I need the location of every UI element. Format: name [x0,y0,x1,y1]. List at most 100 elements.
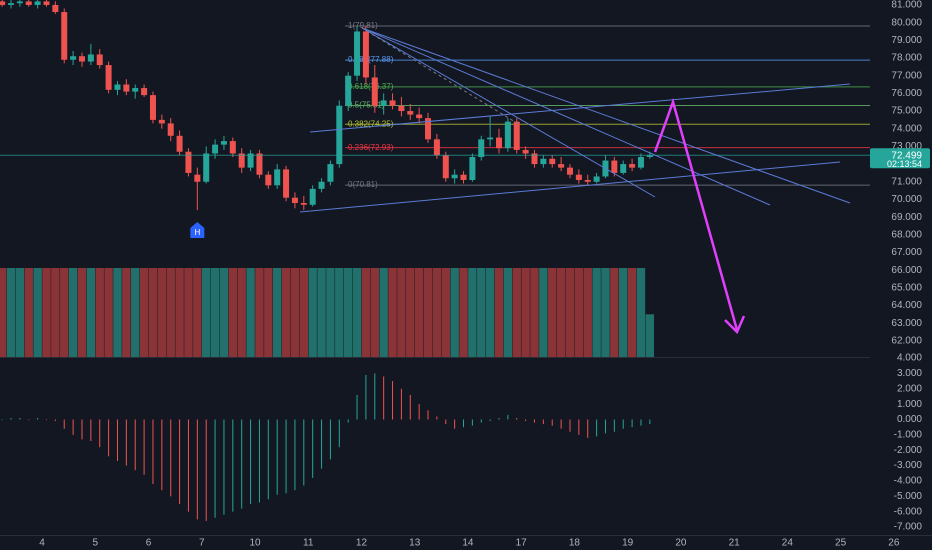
oscillator-bar [170,419,172,497]
volume-bar [264,268,273,357]
volume-bar [610,268,619,357]
y-tick-label: 76.000 [891,88,922,99]
oscillator-bar [143,419,145,475]
volume-bar [414,268,424,357]
oscillator-bar [161,419,163,491]
candle-body [141,88,148,96]
candle-body [70,56,77,60]
volume-bar [175,268,184,357]
oscillator-bar [329,419,331,460]
volume-bar [86,268,96,357]
x-tick-label: 5 [93,538,99,549]
oscillator-bar [480,419,482,423]
candle-body [43,1,50,5]
last-price-box [870,148,930,169]
volume-bar [6,268,16,357]
x-tick-label: 13 [409,538,421,549]
volume-bar [95,268,104,357]
candle-body [398,105,405,112]
volume-bar [592,268,601,357]
candle-body [540,158,547,165]
candle-body [96,54,103,66]
candle-body [566,167,573,175]
y-tick-label: 4.000 [897,353,922,364]
candle-body [300,202,307,205]
oscillator-bar [125,419,127,466]
candle-body [132,88,139,92]
volume-bar [548,268,557,357]
candle-body [513,121,520,150]
y-tick-label: 81.000 [891,0,922,11]
oscillator-bar [356,394,358,420]
candle-body [345,75,352,106]
volume-bar [0,268,7,357]
candle-body [620,164,627,173]
candle-body [593,176,600,182]
volume-bar [202,268,211,357]
trend-line [361,27,771,206]
volume-bar [521,268,530,357]
candle-body [105,65,112,90]
oscillator-bar [525,419,527,422]
volume-bar [530,268,539,357]
volume-bar [122,268,131,357]
fib-label: 0.236(72.93) [348,143,394,152]
volume-bar [423,268,433,357]
oscillator-bar [108,419,110,457]
oscillator-bar [613,419,615,432]
volume-bar [148,268,158,357]
oscillator-bar [303,419,305,486]
candle-body [114,84,121,90]
volume-bar [308,268,317,357]
candle-body [256,153,263,175]
y-tick-label: 2.000 [897,383,922,394]
y-tick-label: 64.000 [891,300,922,311]
candle-body [637,157,644,168]
y-tick-label: 67.000 [891,247,922,258]
oscillator-bar [542,419,544,425]
volume-bar [210,268,220,357]
volume-bar [645,314,655,357]
x-tick-label: 25 [835,538,847,549]
candle-body [478,139,485,158]
fib-label: 0.786(77.88) [348,55,394,64]
volume-bar [503,268,513,357]
candle-body [274,169,281,186]
y-tick-label: 74.000 [891,123,922,134]
volume-bar [246,268,255,357]
y-tick-label: 78.000 [891,53,922,64]
y-tick-label: -6.000 [894,506,923,517]
channel-line [299,161,841,213]
volume-bar [459,268,468,357]
oscillator-bar [223,419,225,515]
candle-body [185,151,192,173]
price-axis [870,0,932,535]
candle-body [371,77,378,106]
oscillator-bar [427,410,429,420]
oscillator-bar [312,419,314,478]
volume-bar [450,268,459,357]
candle-body [318,181,325,189]
candle-body [0,1,6,5]
volume-bar [24,268,33,357]
volume-bar [619,268,628,357]
y-tick-label: 71.000 [891,176,922,187]
oscillator-bar [196,419,198,520]
oscillator-bar [294,419,296,491]
oscillator-bar [436,416,438,420]
oscillator-bar [232,419,234,512]
candle-body [16,1,23,4]
y-tick-label: 1.000 [897,399,922,410]
oscillator-bar [1,419,3,421]
volume-bar [539,268,548,357]
candle-body [247,153,254,168]
volume-bar [556,268,566,357]
x-tick-label: 7 [199,538,205,549]
oscillator-bar [187,419,189,512]
volume-bar [406,268,415,357]
oscillator-bar [374,373,376,420]
y-tick-label: 69.000 [891,212,922,223]
oscillator-bar [640,419,642,426]
candle-body [327,164,334,182]
oscillator-bar [258,419,260,503]
